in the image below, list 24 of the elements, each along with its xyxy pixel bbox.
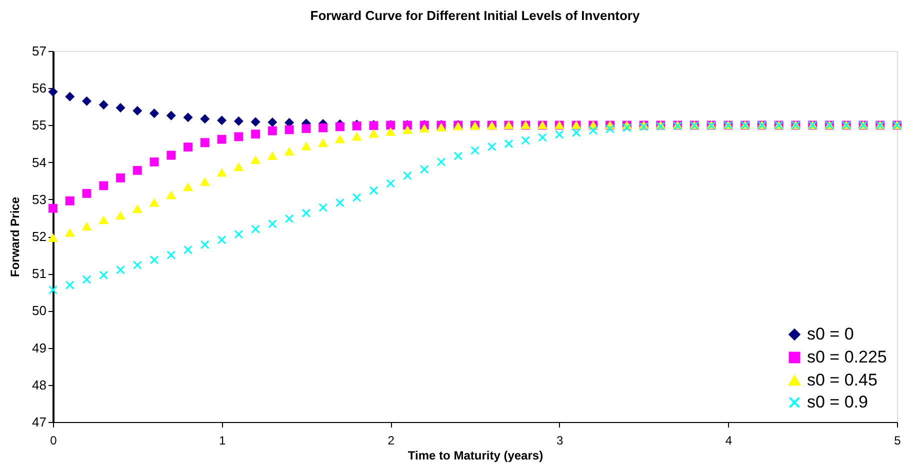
y-tick-label: 48 — [32, 377, 46, 392]
y-tick-label: 56 — [32, 80, 46, 96]
y-axis-title: Forward Price — [8, 196, 22, 278]
x-tick-label: 0 — [50, 434, 58, 448]
y-tick-label: 49 — [32, 340, 46, 356]
y-tick-label: 51 — [32, 266, 46, 282]
chart-title: Forward Curve for Different Initial Levels of Inventory — [310, 8, 640, 23]
x-tick-label: 3 — [556, 434, 564, 448]
legend-label: s0 = 0 — [807, 324, 854, 344]
x-tick-label: 1 — [218, 434, 226, 448]
y-tick-label: 54 — [32, 154, 46, 170]
y-tick-label: 52 — [32, 229, 46, 244]
y-tick-label: 50 — [32, 303, 46, 318]
y-tick-label: 57 — [32, 44, 46, 58]
legend-label: s0 = 0.9 — [807, 392, 868, 412]
legend-label: s0 = 0.45 — [807, 370, 878, 390]
y-tick-label: 55 — [32, 118, 46, 133]
y-tick-label: 47 — [32, 414, 46, 430]
x-tick-label: 4 — [725, 434, 732, 448]
x-tick-label: 2 — [388, 434, 395, 448]
legend-label: s0 = 0.225 — [807, 348, 887, 366]
x-tick-label: 5 — [894, 434, 902, 448]
x-axis-title: Time to Maturity (years) — [408, 448, 544, 462]
y-tick-label: 53 — [32, 192, 46, 207]
